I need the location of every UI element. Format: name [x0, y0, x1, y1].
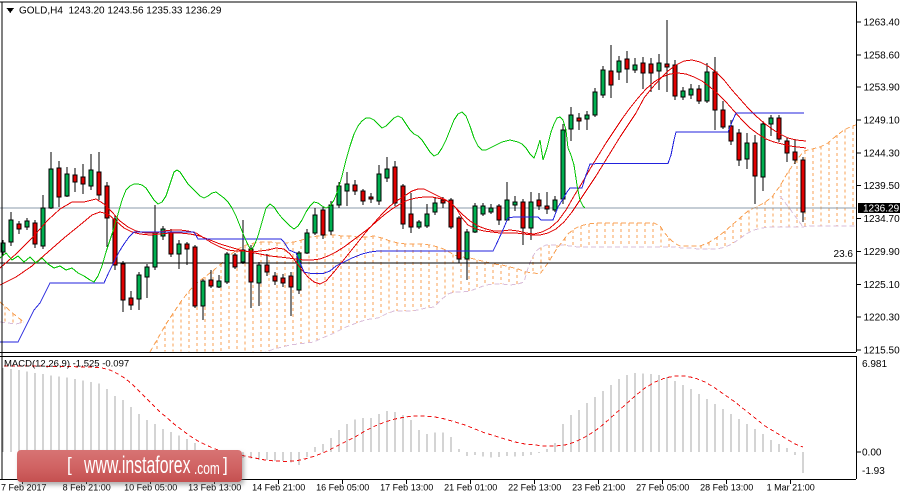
- svg-text:1225.10: 1225.10: [864, 280, 900, 291]
- svg-text:1215.50: 1215.50: [864, 346, 900, 357]
- svg-text:27 Feb 05:00: 27 Feb 05:00: [636, 483, 689, 493]
- svg-text:13 Feb 13:00: 13 Feb 13:00: [188, 483, 241, 493]
- svg-text:1 Mar 21:00: 1 Mar 21:00: [767, 483, 815, 493]
- svg-text:1236.29: 1236.29: [863, 204, 900, 215]
- svg-text:8 Feb 21:00: 8 Feb 21:00: [63, 483, 111, 493]
- svg-text:22 Feb 13:00: 22 Feb 13:00: [508, 483, 561, 493]
- svg-text:-1.93: -1.93: [862, 466, 885, 477]
- svg-text:17 Feb 13:00: 17 Feb 13:00: [380, 483, 433, 493]
- svg-text:1220.30: 1220.30: [864, 313, 900, 324]
- svg-text:GOLD,H4 1243.20 1243.56 1235.: GOLD,H4 1243.20 1243.56 1235.33 1236.29: [19, 6, 222, 17]
- svg-text:1229.90: 1229.90: [864, 247, 900, 258]
- svg-text:6.981: 6.981: [862, 359, 887, 370]
- svg-text:1253.90: 1253.90: [864, 83, 900, 94]
- svg-text:14 Feb 21:00: 14 Feb 21:00: [252, 483, 305, 493]
- svg-text:MACD(12,26,9) -1.525 -0.097: MACD(12,26,9) -1.525 -0.097: [4, 359, 129, 370]
- svg-text:1244.30: 1244.30: [864, 148, 900, 159]
- svg-text:21 Feb 01:00: 21 Feb 01:00: [444, 483, 497, 493]
- svg-text:1263.40: 1263.40: [864, 18, 900, 29]
- svg-text:16 Feb 05:00: 16 Feb 05:00: [316, 483, 369, 493]
- svg-text:23 Feb 21:00: 23 Feb 21:00: [572, 483, 625, 493]
- svg-text:1249.10: 1249.10: [864, 115, 900, 126]
- svg-text:1234.70: 1234.70: [864, 214, 900, 225]
- svg-text:23.6: 23.6: [834, 249, 854, 260]
- svg-text:7 Feb 2017: 7 Feb 2017: [1, 483, 47, 493]
- svg-text:1239.50: 1239.50: [864, 181, 900, 192]
- svg-text:28 Feb 13:00: 28 Feb 13:00: [700, 483, 753, 493]
- svg-text:0.00: 0.00: [862, 447, 882, 458]
- svg-text:1258.60: 1258.60: [864, 50, 900, 61]
- svg-text:10 Feb 05:00: 10 Feb 05:00: [124, 483, 177, 493]
